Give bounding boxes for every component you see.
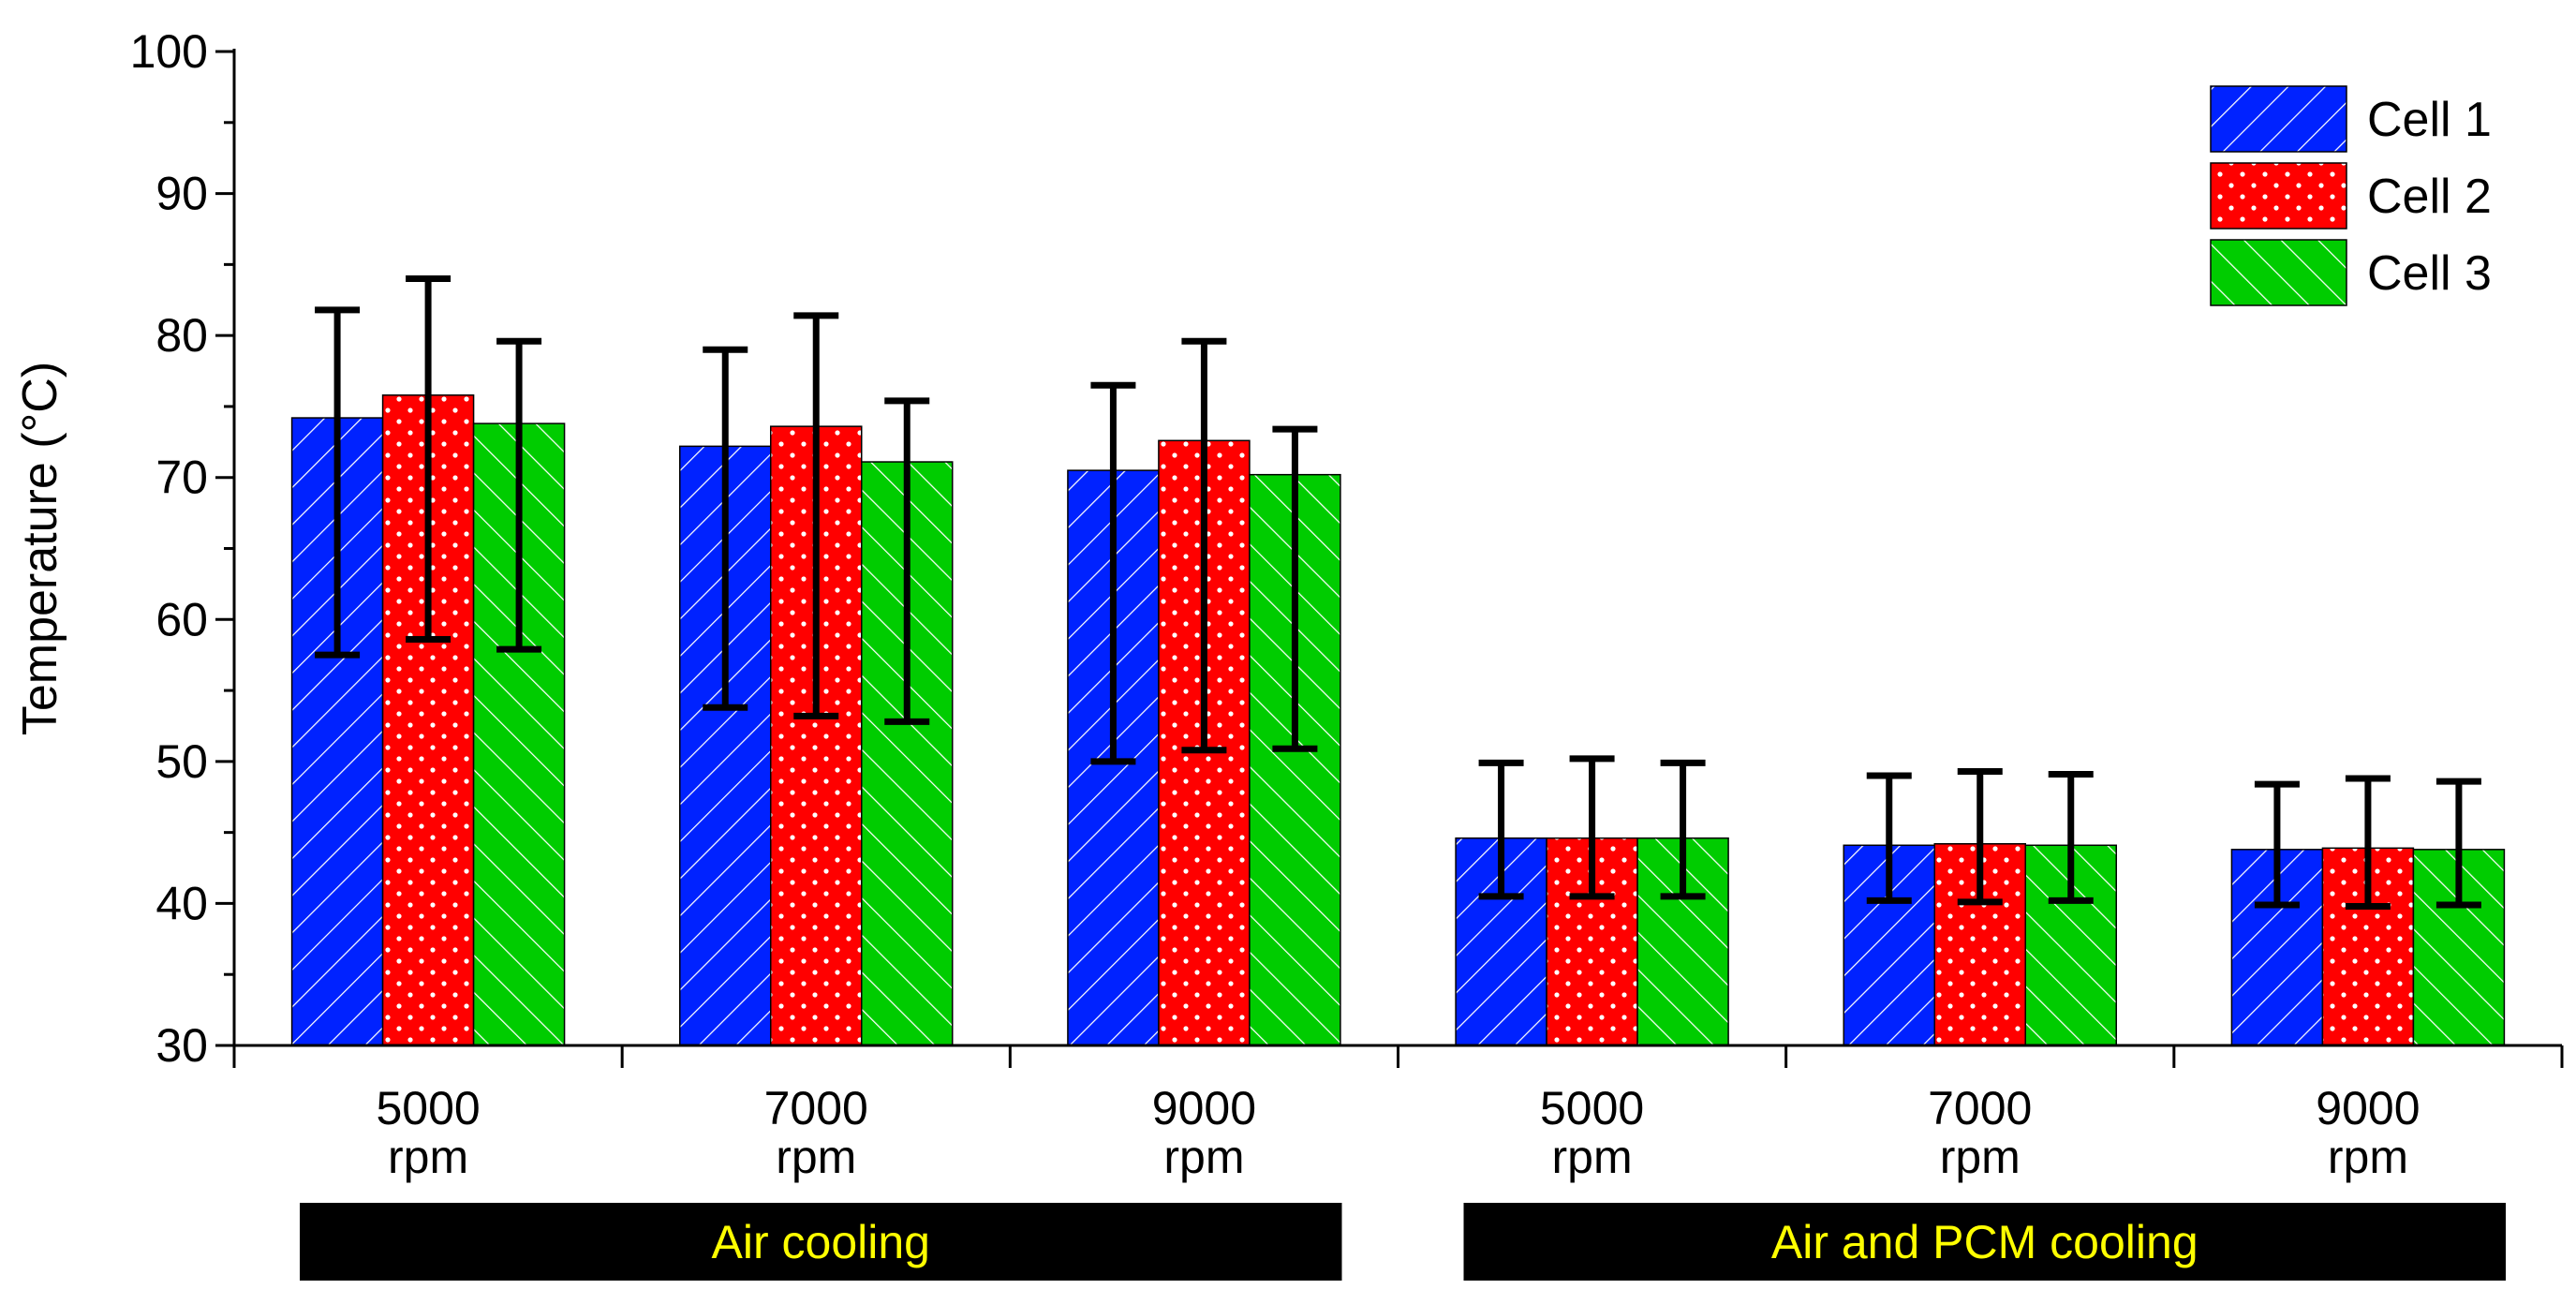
y-axis-label: Temperature (°C): [13, 362, 67, 735]
error-bar-3-2: [884, 397, 930, 725]
error-bar-1-3: [1090, 381, 1136, 765]
error-bars-layer: [315, 275, 2481, 910]
category-label-4-unit: rpm: [1552, 1131, 1633, 1183]
category-label-2-unit: rpm: [776, 1131, 856, 1183]
category-label-5-value: 7000: [1928, 1082, 2032, 1134]
error-bar-1-1: [315, 306, 361, 659]
error-bar-3-6: [2435, 778, 2481, 909]
error-bar-3-5: [2048, 770, 2094, 904]
y-tick-label-50: 50: [155, 735, 208, 788]
legend: Cell 1 Cell 2 Cell 3: [2210, 85, 2492, 306]
legend-item-2: Cell 2: [2210, 162, 2492, 230]
error-bar-1-5: [1866, 772, 1912, 904]
error-bar-1-2: [703, 346, 748, 711]
group-label-box-2: [1463, 1203, 2506, 1281]
error-bar-2-1: [406, 275, 452, 644]
y-tick-label-80: 80: [155, 309, 208, 362]
legend-label-3: Cell 3: [2367, 246, 2492, 301]
error-bar-3-1: [496, 337, 542, 653]
y-tick-label-30: 30: [155, 1019, 208, 1072]
legend-swatch-pattern-3: [2210, 239, 2347, 306]
category-label-1-value: 5000: [376, 1082, 480, 1134]
error-bar-3-3: [1272, 425, 1318, 752]
error-bar-1-4: [1478, 759, 1524, 900]
category-label-6-value: 9000: [2316, 1082, 2420, 1134]
error-bar-2-4: [1569, 755, 1615, 900]
error-bar-3-4: [1660, 759, 1706, 900]
y-tick-label-90: 90: [155, 168, 208, 220]
legend-swatch-pattern-1: [2210, 85, 2347, 153]
group-label-1: Air cooling: [712, 1216, 930, 1268]
error-bar-2-5: [1957, 767, 2003, 906]
legend-swatch-pattern-2: [2210, 162, 2347, 230]
group-labels-layer: Air cooling Air and PCM cooling: [300, 1203, 2506, 1281]
legend-label-2: Cell 2: [2367, 170, 2492, 224]
y-tick-label-70: 70: [155, 452, 208, 504]
category-label-2-value: 7000: [764, 1082, 868, 1134]
error-bar-2-6: [2345, 775, 2391, 910]
error-bar-2-2: [793, 312, 839, 719]
group-label-2: Air and PCM cooling: [1771, 1216, 2198, 1268]
axes-layer: 30 40 50 60 70 80 90 100 Temperature (°C): [13, 25, 2564, 1072]
category-label-6-unit: rpm: [2328, 1131, 2408, 1183]
bars-layer: [290, 394, 2506, 1046]
category-label-3-unit: rpm: [1163, 1131, 1244, 1183]
category-label-4-value: 5000: [1540, 1082, 1644, 1134]
legend-label-1: Cell 1: [2367, 93, 2492, 147]
error-bar-2-3: [1181, 337, 1227, 754]
category-labels-layer: 5000rpm7000rpm9000rpm5000rpm7000rpm9000r…: [376, 1082, 2420, 1183]
category-label-1-unit: rpm: [388, 1131, 468, 1183]
category-label-5-unit: rpm: [1940, 1131, 2021, 1183]
group-label-box-1: [300, 1203, 1342, 1281]
y-tick-label-40: 40: [155, 877, 208, 929]
error-bar-1-6: [2254, 780, 2300, 909]
legend-item-1: Cell 1: [2210, 85, 2492, 153]
y-tick-label-100: 100: [130, 25, 208, 78]
y-tick-label-60: 60: [155, 593, 208, 645]
legend-item-3: Cell 3: [2210, 239, 2492, 306]
category-label-3-value: 9000: [1152, 1082, 1256, 1134]
